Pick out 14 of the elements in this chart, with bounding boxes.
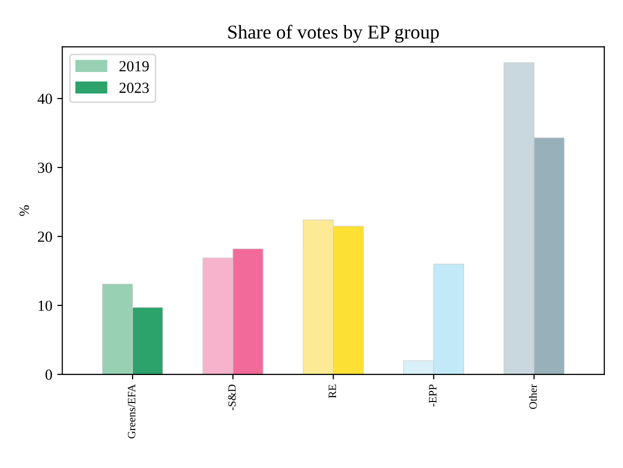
- y-tick-label: 0: [46, 370, 52, 380]
- x-tick-label: -EPP: [429, 384, 436, 407]
- x-tick-label: Other: [529, 384, 537, 409]
- y-tick-label: 10: [38, 300, 52, 311]
- x-tick-label: Greens/EFA: [128, 384, 136, 438]
- y-tick-label: 40: [38, 94, 52, 104]
- chart-title: Share of votes by EP group: [228, 24, 439, 43]
- y-tick-label: 20: [38, 232, 52, 242]
- y-axis-title: %: [20, 205, 29, 216]
- x-tick-label: RE: [328, 384, 336, 398]
- legend-label: 2019: [120, 61, 149, 72]
- x-tick-label: -S&D: [228, 384, 236, 410]
- y-tick-label: 30: [38, 162, 52, 173]
- legend-label: 2023: [120, 82, 149, 93]
